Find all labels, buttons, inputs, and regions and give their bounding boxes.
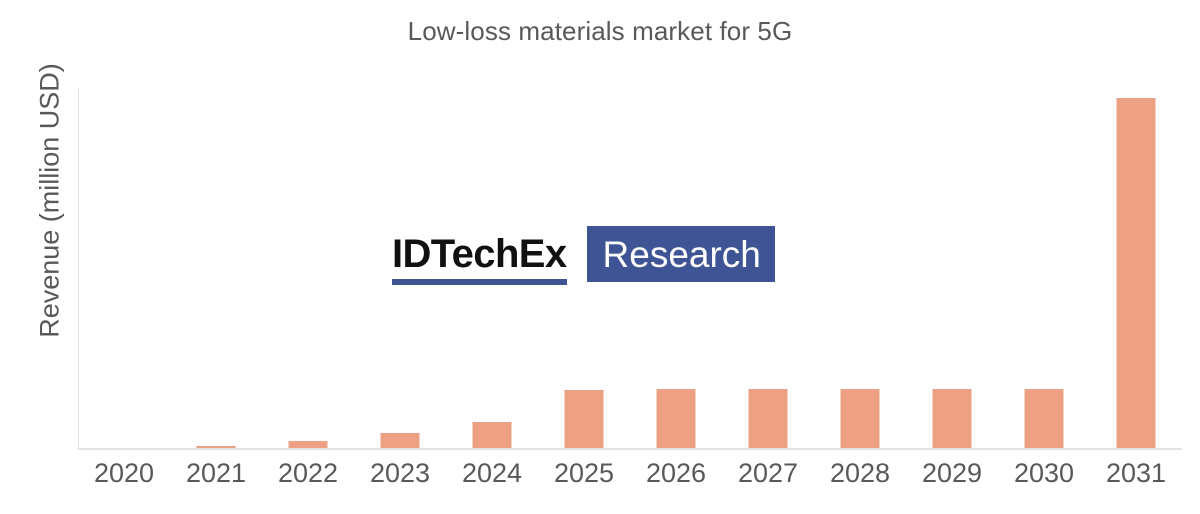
logo-underline-rule — [392, 279, 567, 285]
x-tick-label-2024: 2024 — [461, 458, 523, 488]
x-axis-line — [78, 448, 1182, 450]
bar-2028[interactable] — [840, 388, 880, 448]
bar-slot-2023 — [354, 88, 446, 448]
x-tick-label-2020: 2020 — [93, 458, 155, 488]
x-tick-label-2031: 2031 — [1105, 458, 1167, 488]
bar-2025[interactable] — [564, 390, 604, 448]
bar-2023[interactable] — [380, 432, 420, 448]
x-tick-label-2023: 2023 — [369, 458, 431, 488]
bar-2026[interactable] — [656, 388, 696, 448]
logo-brand-wrap: IDTechEx — [392, 226, 575, 285]
bar-2030[interactable] — [1024, 388, 1064, 448]
bar-slot-2024 — [446, 88, 538, 448]
bar-slot-2022 — [262, 88, 354, 448]
bar-slot-2021 — [170, 88, 262, 448]
x-tick-label-2029: 2029 — [921, 458, 983, 488]
x-tick-label-2028: 2028 — [829, 458, 891, 488]
x-tick-label-2022: 2022 — [277, 458, 339, 488]
bar-slot-2029 — [906, 88, 998, 448]
logo-product-text: Research — [602, 233, 761, 275]
plot-area — [78, 88, 1182, 450]
x-tick-label-2021: 2021 — [185, 458, 247, 488]
x-tick-label-2030: 2030 — [1013, 458, 1075, 488]
bar-slot-2025 — [538, 88, 630, 448]
bar-2029[interactable] — [932, 388, 972, 448]
x-tick-label-2026: 2026 — [645, 458, 707, 488]
y-axis-title: Revenue (million USD) — [34, 63, 65, 338]
bar-2021[interactable] — [196, 445, 236, 448]
logo-brand-text: IDTechEx — [392, 232, 567, 276]
bar-2022[interactable] — [288, 441, 328, 448]
bar-slot-2028 — [814, 88, 906, 448]
bar-slot-2027 — [722, 88, 814, 448]
x-axis-tick-labels: 2020 2021 2022 2023 2024 2025 2026 2027 2028 2029… — [78, 458, 1182, 502]
bar-2031[interactable] — [1116, 97, 1156, 448]
bar-slot-2030 — [998, 88, 1090, 448]
bar-2027[interactable] — [748, 388, 788, 448]
chart-title: Low-loss materials market for 5G — [407, 16, 793, 46]
bar-slot-2020 — [78, 88, 170, 448]
logo-product-box: Research — [586, 226, 775, 282]
bar-slot-2031 — [1090, 88, 1182, 448]
y-axis-line — [78, 88, 79, 450]
bar-2024[interactable] — [472, 421, 512, 448]
bar-slot-2026 — [630, 88, 722, 448]
x-tick-label-2027: 2027 — [737, 458, 799, 488]
x-tick-label-2025: 2025 — [553, 458, 615, 488]
idtechex-research-watermark: IDTechEx Research — [392, 226, 775, 285]
